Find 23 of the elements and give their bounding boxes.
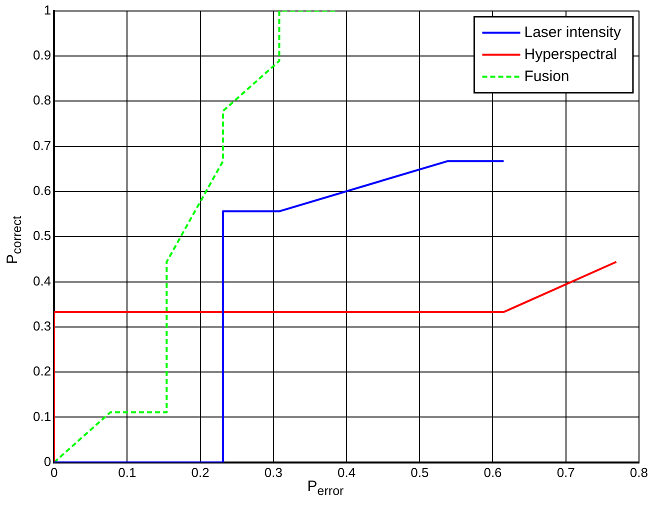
y-tick-label: 0.5 bbox=[32, 228, 52, 244]
x-tick-label: 0.8 bbox=[630, 464, 648, 480]
legend-label: Hyperspectral bbox=[524, 46, 617, 63]
y-tick-label: 0.3 bbox=[32, 318, 52, 334]
x-tick-label: 0.5 bbox=[410, 464, 429, 480]
y-tick-label: 0.6 bbox=[32, 183, 52, 198]
y-tick-label: 0.9 bbox=[32, 48, 52, 63]
y-tick-label: 1 bbox=[44, 2, 52, 18]
y-tick-label: 0.4 bbox=[32, 273, 52, 288]
x-axis-title: P$_{error}$ bbox=[306, 478, 345, 498]
x-tick-label: 0.7 bbox=[556, 464, 575, 480]
legend-label: Laser intensity bbox=[524, 24, 622, 41]
y-tick-label: 0 bbox=[44, 454, 52, 469]
x-tick-label: 0.6 bbox=[484, 464, 502, 480]
legend-label: Fusion bbox=[524, 68, 570, 85]
x-tick-label: 0.4 bbox=[337, 464, 356, 480]
y-tick-label: 0.2 bbox=[32, 364, 52, 379]
y-tick-label: 0.8 bbox=[32, 92, 52, 108]
y-tick-label: 0.1 bbox=[32, 408, 52, 424]
x-tick-label: 0.1 bbox=[118, 464, 136, 480]
x-tick-label: 0.2 bbox=[191, 464, 210, 480]
y-tick-label: 0.7 bbox=[32, 138, 52, 153]
x-tick-label: 0.3 bbox=[264, 464, 282, 480]
